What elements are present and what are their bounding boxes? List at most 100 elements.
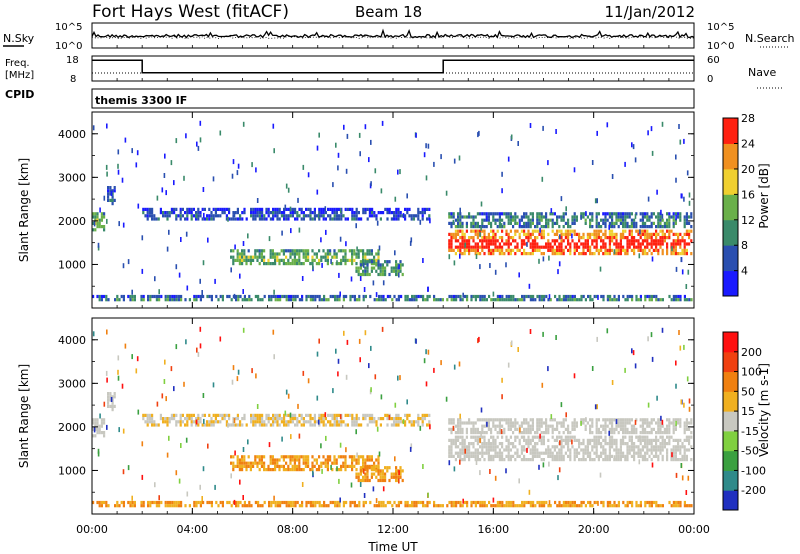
velocity-cell [507,442,510,446]
power-cell [550,208,553,214]
power-cell [188,298,191,302]
velocity-cell [671,452,673,458]
velocity-cell [289,412,292,418]
power-cell [523,215,526,219]
velocity-cell [271,468,274,472]
power-cell [523,252,526,256]
velocity-cell [323,500,326,505]
power-cell [364,272,367,277]
power-cell [276,252,279,256]
power-cell [404,217,407,221]
power-cell [606,294,609,299]
power-cell [520,239,523,243]
velocity-cell [496,435,499,439]
velocity-cell [344,468,347,472]
power-cell [300,217,303,221]
power-cell [685,252,688,256]
velocity-cell [337,371,339,377]
velocity-cell [630,448,633,452]
power-cell [397,214,400,218]
power-cell [313,252,316,256]
velocity-cell [390,472,393,476]
power-cell [263,262,266,266]
velocity-cell [630,442,633,446]
velocity-cell [534,448,537,452]
velocity-cell [520,424,523,428]
velocity-cell [520,458,523,462]
cpid-value: themis 3300 IF [95,94,187,107]
velocity-cell [690,504,693,508]
power-cell [542,232,545,236]
velocity-cell [604,451,607,455]
power-cell [142,294,145,299]
power-cell [257,298,260,302]
power-cell [562,248,565,252]
power-cell [406,298,409,302]
power-cell [195,294,198,299]
power-cell [390,269,393,273]
power-cell [571,294,574,299]
power-cell [127,294,130,299]
power-cell [107,198,110,202]
power-cell [540,232,543,236]
power-cell [345,294,348,299]
power-cell [639,245,642,249]
velocity-cell [388,478,391,483]
velocity-cell [536,424,539,428]
velocity-cell [668,421,671,425]
power-cell [553,252,556,256]
velocity-cell [674,424,677,428]
power-cell [641,239,644,243]
velocity-cell [494,418,497,422]
velocity-cell [465,427,468,431]
power-cell [166,298,169,302]
power-cell [282,258,285,262]
power-cell [567,232,570,236]
velocity-cell [346,339,349,345]
velocity-cell [637,504,640,508]
velocity-cell [149,500,152,505]
power-cell [520,218,523,222]
velocity-cell [92,434,95,438]
power-cell [345,168,348,174]
velocity-cell [648,421,651,425]
power-cell [121,177,124,183]
power-cell [175,298,178,302]
power-cell [276,217,279,221]
power-cell [595,242,598,246]
power-cell [109,192,112,196]
velocity-cell [523,454,526,458]
power-cell [547,160,549,166]
power-cell [536,221,539,225]
power-cell [501,212,504,216]
velocity-cell [525,438,528,442]
velocity-cell [485,418,488,422]
velocity-cell [287,464,290,468]
velocity-cell [453,364,456,370]
velocity-cell [622,421,625,425]
velocity-cell [468,418,471,422]
power-cell [313,211,316,215]
velocity-cell [122,500,125,505]
velocity-cell [313,458,316,462]
power-cell [688,192,691,198]
velocity-cell [247,455,250,459]
power-cell [298,298,301,302]
velocity-cell [549,424,552,428]
velocity-cell [659,427,662,431]
velocity-cell [375,498,378,504]
velocity-cell [540,458,543,462]
power-cell [302,217,305,221]
velocity-cell [674,427,677,431]
velocity-cell [317,419,320,425]
power-cell [659,215,662,219]
velocity-cell [160,500,163,505]
velocity-cell [111,395,114,399]
velocity-cell [305,504,308,508]
velocity-cell [505,468,507,474]
power-cell [600,248,603,252]
power-cell [597,212,600,216]
velocity-cell [397,475,400,479]
velocity-cell [516,448,519,452]
velocity-cell [477,338,479,344]
